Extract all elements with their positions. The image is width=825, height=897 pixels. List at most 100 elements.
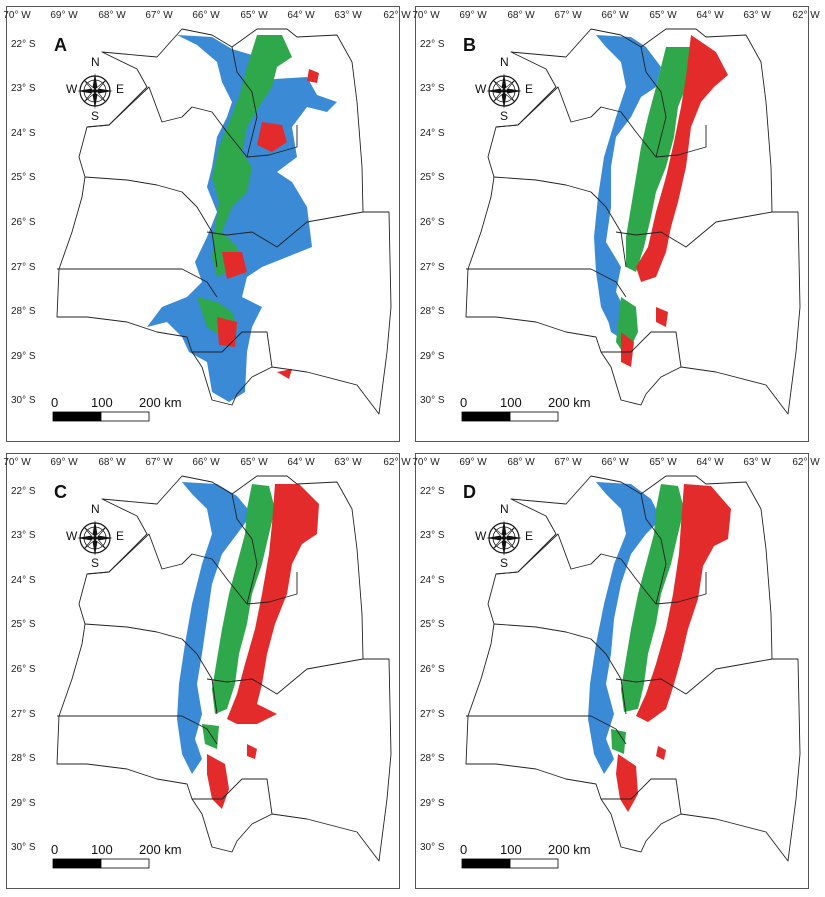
latitude-label: 27° S [420, 262, 445, 273]
longitude-label: 66° W [601, 10, 629, 21]
distribution-red-area [656, 746, 666, 760]
longitude-label: 69° W [50, 457, 78, 468]
longitude-label: 68° W [98, 457, 126, 468]
latitude-label: 29° S [420, 351, 445, 362]
region-outline [465, 475, 801, 862]
compass-w-label: W [66, 82, 78, 96]
panel-letter: C [54, 482, 67, 502]
longitude-label: 67° W [145, 10, 173, 21]
scale-bar-label: 100 [500, 842, 522, 857]
scale-bar [52, 858, 150, 869]
distribution-red-area [247, 744, 257, 759]
map-canvas [52, 28, 392, 422]
distribution-red-area [636, 35, 728, 282]
longitude-label: 62° W [792, 457, 820, 468]
distribution-green-area [626, 47, 696, 272]
longitude-label: 66° W [601, 457, 629, 468]
panel-letter: A [54, 35, 67, 55]
longitude-label: 63° W [334, 457, 362, 468]
map-canvas [52, 475, 392, 869]
region-outline [56, 475, 392, 862]
province-boundary [192, 778, 273, 815]
province-boundary [57, 268, 218, 298]
province-boundary [86, 533, 298, 605]
province-boundary [466, 715, 627, 745]
longitude-label: 66° W [192, 10, 220, 21]
latitude-label: 29° S [420, 798, 445, 809]
province-boundary [466, 268, 627, 298]
scale-bar-label: 200 km [548, 842, 591, 857]
distribution-blue-area [147, 35, 337, 402]
province-boundary [615, 658, 773, 695]
distribution-red-area [257, 122, 287, 152]
latitude-label: 29° S [11, 351, 36, 362]
scale-bar-label: 0 [51, 842, 59, 857]
scale-bar [461, 411, 559, 422]
longitude-label: 64° W [287, 10, 315, 21]
region-outline [56, 28, 392, 415]
longitude-label: 67° W [145, 457, 173, 468]
distribution-blue-area [588, 482, 661, 774]
compass-s-label: S [500, 109, 509, 123]
map-panel-a: 70° W 69° W 68° W 67° W 66° W 65° W 64° W 63° W… [3, 6, 411, 442]
distribution-red-area [307, 69, 319, 83]
compass-e-label: E [525, 82, 534, 96]
longitude-label: 67° W [554, 457, 582, 468]
longitude-label: 66° W [192, 457, 220, 468]
distribution-green-area [621, 484, 684, 712]
longitude-label: 65° W [649, 457, 677, 468]
longitude-label: 69° W [50, 10, 78, 21]
latitude-label: 29° S [11, 798, 36, 809]
distribution-red-area [207, 754, 229, 809]
longitude-label: 65° W [240, 10, 268, 21]
scale-bar-label: 200 km [548, 395, 591, 410]
compass-rose [77, 73, 113, 109]
distribution-red-area [621, 332, 634, 367]
scale-bar-label: 200 km [139, 842, 182, 857]
longitude-label: 64° W [696, 10, 724, 21]
longitude-label: 68° W [507, 457, 535, 468]
latitude-label: 22° S [11, 39, 36, 50]
scale-bar [461, 858, 559, 869]
longitude-label: 70° W [412, 457, 440, 468]
latitude-label: 24° S [420, 128, 445, 139]
compass-rose [486, 520, 522, 556]
province-boundary [493, 176, 627, 268]
province-boundary [84, 176, 218, 268]
latitude-label: 26° S [11, 664, 36, 675]
province-boundary [206, 211, 364, 248]
province-boundary [601, 778, 682, 815]
compass-n-label: N [91, 502, 100, 516]
longitude-label: 70° W [3, 10, 31, 21]
latitude-label: 28° S [11, 753, 36, 764]
map-panel-b: 70° W 69° W 68° W 67° W 66° W 65° W 64° W 63° W… [412, 6, 820, 442]
latitude-label: 25° S [420, 172, 445, 183]
compass-s-label: S [500, 556, 509, 570]
distribution-green-area [202, 724, 219, 749]
longitude-label: 63° W [334, 10, 362, 21]
distribution-red-area [227, 484, 319, 724]
latitude-label: 25° S [11, 172, 36, 183]
scale-bar-label: 100 [91, 842, 113, 857]
latitude-label: 22° S [420, 486, 445, 497]
scale-bar-label: 0 [460, 842, 468, 857]
latitude-label: 22° S [11, 486, 36, 497]
latitude-label: 24° S [11, 575, 36, 586]
distribution-red-area [217, 317, 237, 347]
scale-bar-label: 100 [500, 395, 522, 410]
latitude-label: 24° S [11, 128, 36, 139]
latitude-label: 27° S [420, 709, 445, 720]
distribution-green-area [212, 35, 292, 277]
distribution-green-area [611, 729, 626, 754]
latitude-label: 23° S [11, 83, 36, 94]
longitude-label: 62° W [383, 10, 411, 21]
longitude-label: 69° W [459, 10, 487, 21]
scale-bar [52, 411, 150, 422]
latitude-label: 30° S [420, 395, 445, 406]
distribution-blue-area [594, 35, 661, 337]
latitude-label: 27° S [11, 709, 36, 720]
province-boundary [231, 493, 258, 605]
scale-bar-label: 0 [51, 395, 59, 410]
compass-w-label: W [475, 82, 487, 96]
latitude-label: 27° S [11, 262, 36, 273]
